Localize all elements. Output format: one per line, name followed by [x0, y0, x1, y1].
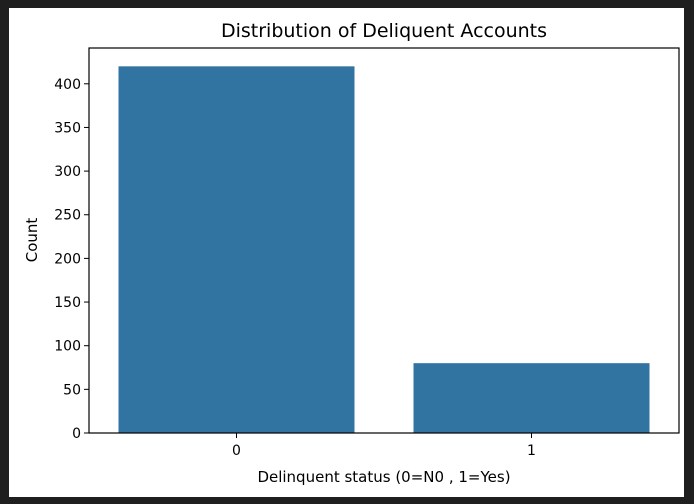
x-tick-label: 0 [232, 443, 241, 459]
plot-frame [88, 47, 680, 434]
y-tick-label: 200 [54, 251, 81, 267]
y-tick-label: 350 [54, 120, 81, 136]
y-tick-label: 0 [72, 426, 81, 442]
bars-layer [118, 66, 650, 434]
y-tick-label: 100 [54, 339, 81, 355]
x-axis-label: Delinquent status (0=N0 , 1=Yes) [257, 468, 510, 486]
y-tick-label: 300 [54, 164, 81, 180]
x-tick-label: 1 [527, 443, 536, 459]
y-tick-label: 250 [54, 208, 81, 224]
y-axis: 0 50 100 150 200 250 300 350 400 [54, 77, 89, 442]
chart-figure: Distribution of Deliquent Accounts 0 50 10… [9, 8, 684, 497]
y-axis-label: Count [23, 218, 41, 263]
bar-1 [413, 363, 650, 433]
y-tick-label: 50 [63, 382, 81, 398]
bar-chart: Distribution of Deliquent Accounts 05010… [23, 20, 680, 486]
chart-title: Distribution of Deliquent Accounts [221, 20, 547, 42]
y-tick-label: 400 [54, 77, 81, 93]
y-tick-label: 150 [54, 295, 81, 311]
bar-0 [118, 66, 355, 434]
